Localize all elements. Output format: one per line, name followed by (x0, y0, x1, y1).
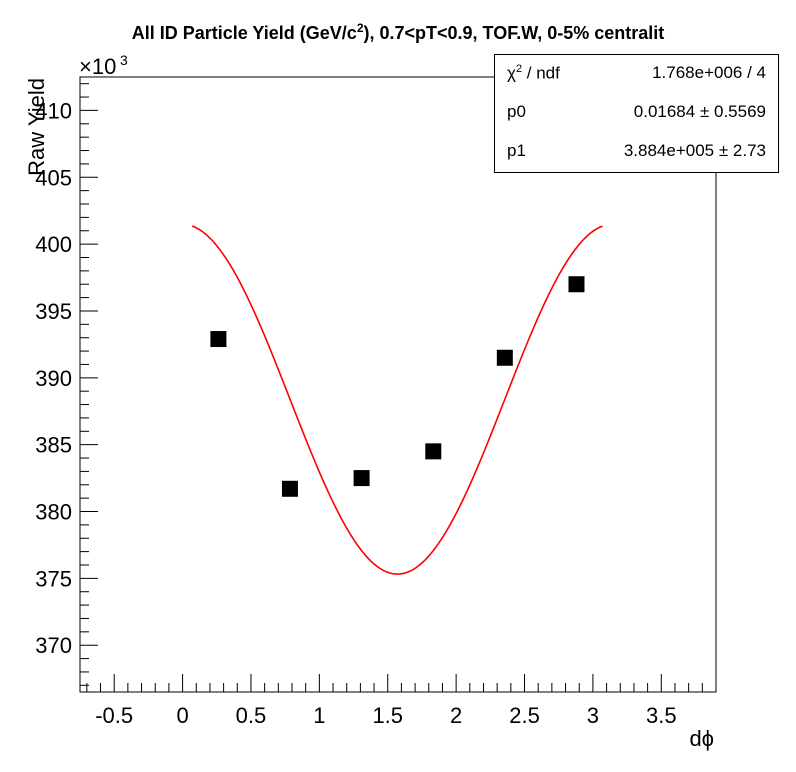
stat-row-p1: p1 3.884e+005 ± 2.73 (507, 141, 766, 165)
x-tick-label: 3.5 (646, 703, 677, 728)
fit-curve (191, 225, 603, 575)
data-point (568, 276, 585, 293)
stat-row-chi2: χ2 / ndf 1.768e+006 / 4 (507, 63, 766, 87)
y-axis-label: Raw Yield (24, 78, 49, 176)
y-tick-label: 385 (35, 433, 72, 458)
chi2-label: χ2 / ndf (507, 63, 560, 83)
x-tick-label: 1.5 (372, 703, 403, 728)
data-point (281, 480, 298, 497)
x-tick-label: -0.5 (95, 703, 133, 728)
x-axis-label: dϕ (689, 726, 714, 751)
chi2-value: 1.768e+006 / 4 (652, 63, 766, 82)
y-tick-label: 400 (35, 232, 72, 257)
y-tick-label: 375 (35, 566, 72, 591)
p0-value: 0.01684 ± 0.5569 (633, 102, 766, 121)
x-tick-label: 2 (450, 703, 462, 728)
data-point (425, 443, 442, 460)
data-point (496, 349, 513, 366)
p0-label: p0 (507, 102, 526, 121)
plot-frame (79, 76, 717, 693)
x-tick-label: 0.5 (236, 703, 267, 728)
y-tick-label: 370 (35, 633, 72, 658)
data-point (210, 331, 227, 348)
y-exponent-sup: 3 (120, 52, 128, 68)
p1-label: p1 (507, 141, 526, 160)
y-tick-label: 380 (35, 500, 72, 525)
y-tick-label: 405 (35, 165, 72, 190)
fit-stats-box: χ2 / ndf 1.768e+006 / 4 p0 0.01684 ± 0.5… (494, 54, 779, 173)
x-tick-label: 1 (313, 703, 325, 728)
stat-row-p0: p0 0.01684 ± 0.5569 (507, 102, 766, 126)
data-point (353, 470, 370, 487)
x-tick-label: 2.5 (509, 703, 540, 728)
x-tick-label: 3 (587, 703, 599, 728)
p1-value: 3.884e+005 ± 2.73 (623, 141, 766, 160)
chart-title: All ID Particle Yield (GeV/c2), 0.7<pT<0… (131, 21, 665, 43)
y-tick-label: 410 (35, 98, 72, 123)
x-tick-label: 0 (176, 703, 188, 728)
y-exponent-label: ×10 (79, 54, 116, 79)
y-tick-label: 395 (35, 299, 72, 324)
y-tick-label: 390 (35, 366, 72, 391)
